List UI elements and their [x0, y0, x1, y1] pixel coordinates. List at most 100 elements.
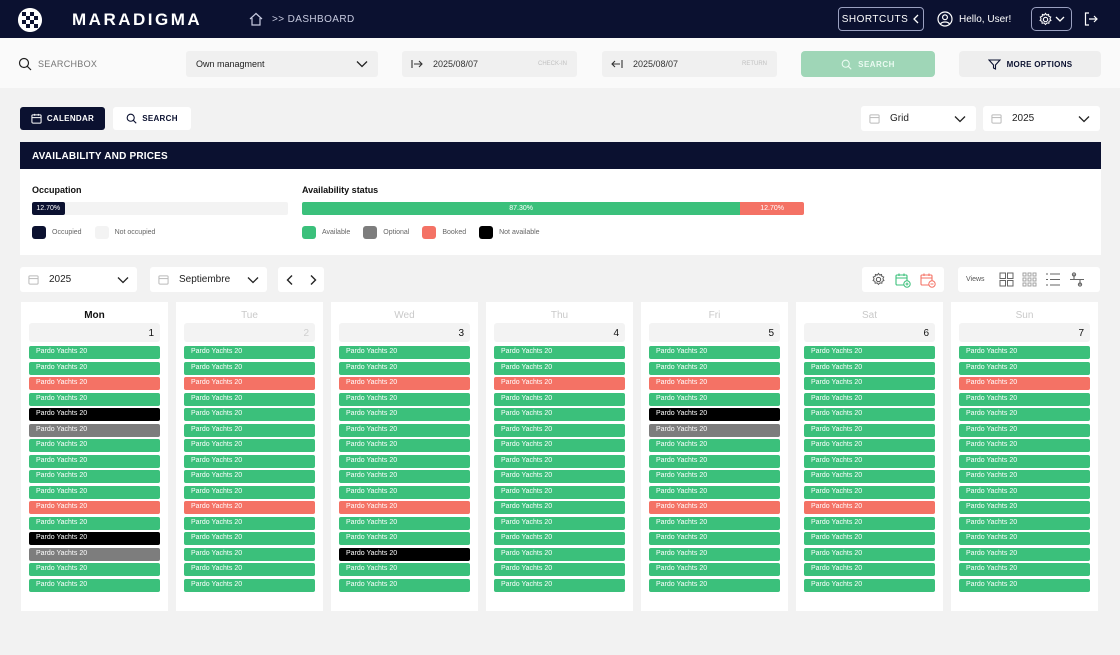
booking-item[interactable]: Pardo Yachts 20 — [184, 532, 315, 545]
user-greeting[interactable]: Hello, User! — [959, 14, 1012, 25]
booking-item[interactable]: Pardo Yachts 20 — [339, 547, 470, 561]
booking-item[interactable]: Pardo Yachts 20 — [804, 423, 935, 437]
calendar-remove-icon[interactable] — [919, 272, 936, 288]
breadcrumb[interactable]: >> DASHBOARD — [272, 14, 355, 25]
day-number[interactable]: 6 — [804, 323, 935, 342]
booking-item[interactable]: Pardo Yachts 20 — [29, 501, 160, 514]
booking-item[interactable]: Pardo Yachts 20 — [184, 516, 315, 530]
booking-item[interactable]: Pardo Yachts 20 — [184, 470, 315, 483]
booking-item[interactable]: Pardo Yachts 20 — [804, 501, 935, 514]
booking-item[interactable]: Pardo Yachts 20 — [339, 439, 470, 452]
booking-item[interactable]: Pardo Yachts 20 — [959, 470, 1090, 483]
booking-item[interactable]: Pardo Yachts 20 — [649, 361, 780, 375]
booking-item[interactable]: Pardo Yachts 20 — [959, 501, 1090, 514]
day-number[interactable]: 7 — [959, 323, 1090, 342]
booking-item[interactable]: Pardo Yachts 20 — [804, 485, 935, 499]
booking-item[interactable]: Pardo Yachts 20 — [959, 547, 1090, 561]
calendar-year-select[interactable]: 2025 — [20, 267, 137, 292]
booking-item[interactable]: Pardo Yachts 20 — [649, 408, 780, 421]
booking-item[interactable]: Pardo Yachts 20 — [184, 454, 315, 468]
timeline-icon[interactable] — [1069, 272, 1085, 287]
booking-item[interactable]: Pardo Yachts 20 — [649, 346, 780, 359]
booking-item[interactable]: Pardo Yachts 20 — [184, 578, 315, 592]
shortcuts-button[interactable]: SHORTCUTS — [838, 7, 924, 31]
booking-item[interactable]: Pardo Yachts 20 — [649, 377, 780, 390]
booking-item[interactable]: Pardo Yachts 20 — [29, 439, 160, 452]
booking-item[interactable]: Pardo Yachts 20 — [29, 563, 160, 576]
prev-arrow-icon[interactable] — [285, 274, 295, 286]
tab-calendar[interactable]: CALENDAR — [20, 107, 105, 130]
booking-item[interactable]: Pardo Yachts 20 — [184, 501, 315, 514]
next-arrow-icon[interactable] — [308, 274, 318, 286]
booking-item[interactable]: Pardo Yachts 20 — [339, 532, 470, 545]
booking-item[interactable]: Pardo Yachts 20 — [494, 377, 625, 390]
booking-item[interactable]: Pardo Yachts 20 — [29, 361, 160, 375]
booking-item[interactable]: Pardo Yachts 20 — [959, 516, 1090, 530]
booking-item[interactable]: Pardo Yachts 20 — [29, 532, 160, 545]
booking-item[interactable]: Pardo Yachts 20 — [494, 470, 625, 483]
booking-item[interactable]: Pardo Yachts 20 — [959, 392, 1090, 406]
booking-item[interactable]: Pardo Yachts 20 — [184, 485, 315, 499]
logo-icon[interactable] — [18, 8, 42, 32]
day-number[interactable]: 5 — [649, 323, 780, 342]
calendar-month-select[interactable]: Septiembre — [150, 267, 267, 292]
booking-item[interactable]: Pardo Yachts 20 — [494, 578, 625, 592]
booking-item[interactable]: Pardo Yachts 20 — [494, 439, 625, 452]
booking-item[interactable]: Pardo Yachts 20 — [959, 377, 1090, 390]
booking-item[interactable]: Pardo Yachts 20 — [29, 423, 160, 437]
booking-item[interactable]: Pardo Yachts 20 — [494, 547, 625, 561]
booking-item[interactable]: Pardo Yachts 20 — [649, 392, 780, 406]
booking-item[interactable]: Pardo Yachts 20 — [184, 439, 315, 452]
booking-item[interactable]: Pardo Yachts 20 — [339, 423, 470, 437]
booking-item[interactable]: Pardo Yachts 20 — [494, 516, 625, 530]
booking-item[interactable]: Pardo Yachts 20 — [339, 346, 470, 359]
booking-item[interactable]: Pardo Yachts 20 — [339, 361, 470, 375]
booking-item[interactable]: Pardo Yachts 20 — [804, 392, 935, 406]
booking-item[interactable]: Pardo Yachts 20 — [649, 578, 780, 592]
booking-item[interactable]: Pardo Yachts 20 — [494, 563, 625, 576]
booking-item[interactable]: Pardo Yachts 20 — [339, 392, 470, 406]
booking-item[interactable]: Pardo Yachts 20 — [959, 578, 1090, 592]
booking-item[interactable]: Pardo Yachts 20 — [959, 408, 1090, 421]
booking-item[interactable]: Pardo Yachts 20 — [29, 454, 160, 468]
booking-item[interactable]: Pardo Yachts 20 — [804, 439, 935, 452]
more-options-button[interactable]: MORE OPTIONS — [959, 51, 1101, 77]
booking-item[interactable]: Pardo Yachts 20 — [339, 563, 470, 576]
booking-item[interactable]: Pardo Yachts 20 — [804, 408, 935, 421]
booking-item[interactable]: Pardo Yachts 20 — [959, 439, 1090, 452]
booking-item[interactable]: Pardo Yachts 20 — [804, 361, 935, 375]
booking-item[interactable]: Pardo Yachts 20 — [494, 485, 625, 499]
booking-item[interactable]: Pardo Yachts 20 — [649, 532, 780, 545]
booking-item[interactable]: Pardo Yachts 20 — [959, 423, 1090, 437]
home-icon[interactable] — [248, 11, 264, 27]
booking-item[interactable]: Pardo Yachts 20 — [649, 485, 780, 499]
booking-item[interactable]: Pardo Yachts 20 — [649, 516, 780, 530]
grid-small-icon[interactable] — [1022, 272, 1037, 287]
booking-item[interactable]: Pardo Yachts 20 — [649, 563, 780, 576]
booking-item[interactable]: Pardo Yachts 20 — [959, 563, 1090, 576]
booking-item[interactable]: Pardo Yachts 20 — [339, 470, 470, 483]
booking-item[interactable]: Pardo Yachts 20 — [29, 516, 160, 530]
layout-select[interactable]: Grid — [861, 106, 976, 131]
search-input[interactable] — [38, 59, 148, 69]
day-number[interactable]: 2 — [184, 323, 315, 342]
booking-item[interactable]: Pardo Yachts 20 — [494, 532, 625, 545]
booking-item[interactable]: Pardo Yachts 20 — [29, 408, 160, 421]
booking-item[interactable]: Pardo Yachts 20 — [649, 454, 780, 468]
booking-item[interactable]: Pardo Yachts 20 — [804, 454, 935, 468]
booking-item[interactable]: Pardo Yachts 20 — [339, 377, 470, 390]
booking-item[interactable]: Pardo Yachts 20 — [184, 377, 315, 390]
booking-item[interactable]: Pardo Yachts 20 — [804, 532, 935, 545]
user-icon[interactable] — [937, 11, 953, 27]
booking-item[interactable]: Pardo Yachts 20 — [649, 439, 780, 452]
booking-item[interactable]: Pardo Yachts 20 — [29, 346, 160, 359]
booking-item[interactable]: Pardo Yachts 20 — [184, 361, 315, 375]
booking-item[interactable]: Pardo Yachts 20 — [959, 361, 1090, 375]
booking-item[interactable]: Pardo Yachts 20 — [804, 563, 935, 576]
booking-item[interactable]: Pardo Yachts 20 — [649, 501, 780, 514]
booking-item[interactable]: Pardo Yachts 20 — [494, 501, 625, 514]
booking-item[interactable]: Pardo Yachts 20 — [959, 485, 1090, 499]
booking-item[interactable]: Pardo Yachts 20 — [804, 377, 935, 390]
logout-icon[interactable] — [1083, 11, 1099, 27]
booking-item[interactable]: Pardo Yachts 20 — [29, 392, 160, 406]
